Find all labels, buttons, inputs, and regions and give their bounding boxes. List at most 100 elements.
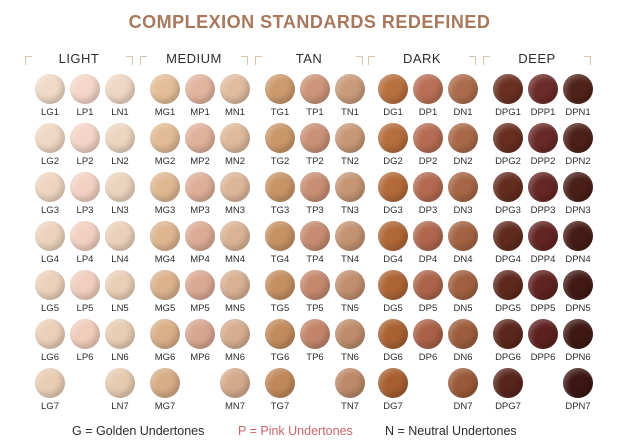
swatch-circle (35, 368, 65, 398)
swatch-circle (335, 368, 365, 398)
swatch-circle (35, 74, 65, 104)
swatch-tg7: TG7 (261, 368, 299, 412)
swatch-dpn5: DPN5 (559, 270, 597, 314)
swatch-dn4: DN4 (444, 221, 482, 265)
swatch-circle (150, 221, 180, 251)
swatch-code: TP4 (306, 254, 324, 265)
swatch-circle (335, 123, 365, 153)
swatch-tn3: TN3 (331, 172, 369, 216)
swatch-dn7: DN7 (444, 368, 482, 412)
group-label: DARK (402, 51, 442, 66)
swatch-code: LP6 (76, 352, 94, 363)
swatch-code: MN7 (224, 401, 246, 412)
swatch-code: MN3 (224, 205, 246, 216)
swatch-circle (220, 172, 250, 202)
swatch-code: DPG1 (495, 107, 521, 118)
swatch-circle (493, 270, 523, 300)
swatch-circle (35, 319, 65, 349)
swatch-code: LN4 (111, 254, 129, 265)
swatch-code: DPN4 (565, 254, 591, 265)
swatch-code: MN4 (224, 254, 246, 265)
swatch-code: DPP6 (530, 352, 556, 363)
swatch-lg7: LG7 (31, 368, 69, 412)
swatch-circle (563, 270, 593, 300)
swatch-circle (493, 123, 523, 153)
swatch-circle (105, 221, 135, 251)
bracket-right (584, 56, 591, 65)
swatch-circle (105, 368, 135, 398)
swatch-code: LP5 (76, 303, 94, 314)
swatch-lp1: LP1 (66, 74, 104, 118)
swatch-circle (493, 319, 523, 349)
group-label: TAN (295, 51, 323, 66)
swatch-tp1: TP1 (296, 74, 334, 118)
swatch-circle (150, 74, 180, 104)
swatch-code: DN3 (453, 205, 473, 216)
swatch-code: LN6 (111, 352, 129, 363)
swatch-code: DPP1 (530, 107, 556, 118)
swatch-code: DPP5 (530, 303, 556, 314)
swatch-code: DPN7 (565, 401, 591, 412)
swatch-dn1: DN1 (444, 74, 482, 118)
swatch-circle (35, 270, 65, 300)
swatch-dpp2: DPP2 (524, 123, 562, 167)
swatch-circle (493, 221, 523, 251)
swatch-mn4: MN4 (216, 221, 254, 265)
swatch-code: MP4 (190, 254, 210, 265)
swatch-dpp6: DPP6 (524, 319, 562, 363)
swatch-circle (150, 319, 180, 349)
swatch-lp6: LP6 (66, 319, 104, 363)
swatch-circle (70, 172, 100, 202)
swatch-circle (413, 74, 443, 104)
swatch-code: MN2 (224, 156, 246, 167)
swatch-circle (300, 123, 330, 153)
swatch-code: DP1 (418, 107, 438, 118)
bracket-left (255, 56, 262, 65)
swatch-dpg6: DPG6 (489, 319, 527, 363)
page-title: COMPLEXION STANDARDS REDEFINED (128, 12, 491, 32)
swatch-circle (413, 221, 443, 251)
swatch-code: DN2 (453, 156, 473, 167)
swatch-circle (185, 319, 215, 349)
swatch-circle (528, 172, 558, 202)
swatch-tp2: TP2 (296, 123, 334, 167)
swatch-circle (35, 123, 65, 153)
swatch-code: LG7 (41, 401, 59, 412)
swatch-circle (413, 270, 443, 300)
swatch-dpn3: DPN3 (559, 172, 597, 216)
swatch-circle (448, 368, 478, 398)
bracket-left (140, 56, 147, 65)
swatch-circle (150, 270, 180, 300)
swatch-code: DG1 (383, 107, 403, 118)
bracket-right (241, 56, 248, 65)
swatch-dpg4: DPG4 (489, 221, 527, 265)
swatch-circle (265, 270, 295, 300)
swatch-tn2: TN2 (331, 123, 369, 167)
swatch-dg5: DG5 (374, 270, 412, 314)
swatch-circle (105, 172, 135, 202)
swatch-dpg2: DPG2 (489, 123, 527, 167)
bracket-left (368, 56, 375, 65)
swatch-circle (265, 74, 295, 104)
swatch-dpp5: DPP5 (524, 270, 562, 314)
swatch-code: TN5 (341, 303, 359, 314)
swatch-circle (220, 74, 250, 104)
swatch-mn6: MN6 (216, 319, 254, 363)
swatch-code: LP2 (76, 156, 94, 167)
swatch-code: DPN6 (565, 352, 591, 363)
swatch-code: LG4 (41, 254, 59, 265)
swatch-mp4: MP4 (181, 221, 219, 265)
swatch-mn5: MN5 (216, 270, 254, 314)
swatch-code: LN5 (111, 303, 129, 314)
bracket-right (356, 56, 363, 65)
swatch-code: TG7 (270, 401, 290, 412)
swatch-dn3: DN3 (444, 172, 482, 216)
swatch-circle (105, 270, 135, 300)
group-header-dark: DARK (368, 51, 476, 66)
swatch-circle (448, 319, 478, 349)
swatch-tn5: TN5 (331, 270, 369, 314)
swatch-dg2: DG2 (374, 123, 412, 167)
swatch-ln7: LN7 (101, 368, 139, 412)
swatch-code: DG3 (383, 205, 403, 216)
swatch-ln3: LN3 (101, 172, 139, 216)
